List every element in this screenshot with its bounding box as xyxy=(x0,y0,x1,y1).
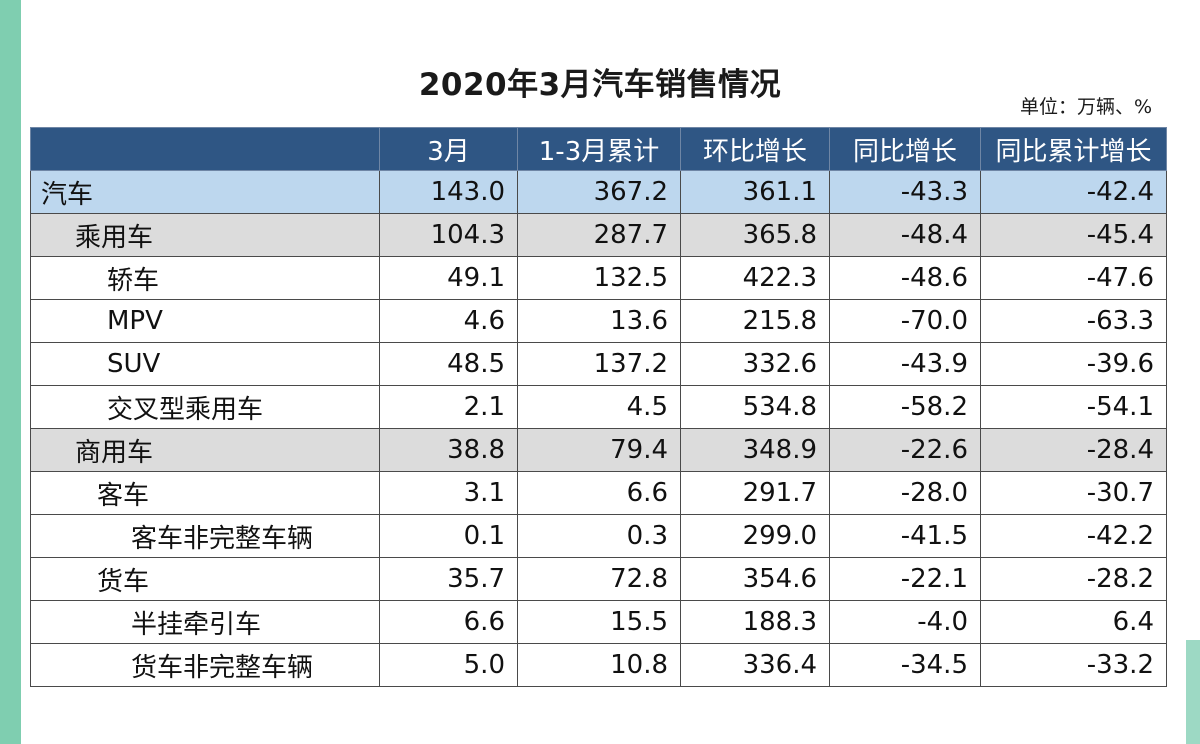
cell-march: 35.7 xyxy=(379,557,518,601)
cell-yoy-cumulative-growth: -28.2 xyxy=(980,557,1167,601)
cell-march: 5.0 xyxy=(379,643,518,687)
sales-table: 3月 1-3月累计 环比增长 同比增长 同比累计增长 汽车 143.0 367.… xyxy=(30,127,1167,687)
cell-yoy-growth: -28.0 xyxy=(829,471,981,515)
cell-mom-growth: 365.8 xyxy=(680,213,830,257)
row-label: 乘用车 xyxy=(30,213,380,257)
cell-yoy-growth: -43.3 xyxy=(829,170,981,214)
cell-yoy-cumulative-growth: -28.4 xyxy=(980,428,1167,472)
table-row: 客车 3.1 6.6 291.7 -28.0 -30.7 xyxy=(30,471,1167,515)
table-row: SUV 48.5 137.2 332.6 -43.9 -39.6 xyxy=(30,342,1167,386)
cell-q1-cumulative: 72.8 xyxy=(517,557,681,601)
cell-mom-growth: 336.4 xyxy=(680,643,830,687)
cell-q1-cumulative: 15.5 xyxy=(517,600,681,644)
cell-march: 3.1 xyxy=(379,471,518,515)
cell-q1-cumulative: 13.6 xyxy=(517,299,681,343)
cell-march: 2.1 xyxy=(379,385,518,429)
table-row: MPV 4.6 13.6 215.8 -70.0 -63.3 xyxy=(30,299,1167,343)
table-row: 货车 35.7 72.8 354.6 -22.1 -28.2 xyxy=(30,557,1167,601)
cell-yoy-cumulative-growth: -54.1 xyxy=(980,385,1167,429)
cell-mom-growth: 348.9 xyxy=(680,428,830,472)
cell-yoy-growth: -34.5 xyxy=(829,643,981,687)
row-label: 客车 xyxy=(30,471,380,515)
cell-march: 49.1 xyxy=(379,256,518,300)
table-row: 轿车 49.1 132.5 422.3 -48.6 -47.6 xyxy=(30,256,1167,300)
header-yoy-growth: 同比增长 xyxy=(829,127,981,171)
cell-q1-cumulative: 10.8 xyxy=(517,643,681,687)
cell-mom-growth: 534.8 xyxy=(680,385,830,429)
cell-march: 48.5 xyxy=(379,342,518,386)
cell-q1-cumulative: 4.5 xyxy=(517,385,681,429)
cell-yoy-cumulative-growth: -33.2 xyxy=(980,643,1167,687)
cell-mom-growth: 188.3 xyxy=(680,600,830,644)
cell-march: 143.0 xyxy=(379,170,518,214)
cell-yoy-growth: -70.0 xyxy=(829,299,981,343)
cell-yoy-growth: -22.6 xyxy=(829,428,981,472)
cell-yoy-cumulative-growth: -63.3 xyxy=(980,299,1167,343)
cell-yoy-cumulative-growth: -45.4 xyxy=(980,213,1167,257)
cell-q1-cumulative: 367.2 xyxy=(517,170,681,214)
cell-mom-growth: 354.6 xyxy=(680,557,830,601)
row-label: 汽车 xyxy=(30,170,380,214)
cell-yoy-cumulative-growth: -39.6 xyxy=(980,342,1167,386)
cell-march: 4.6 xyxy=(379,299,518,343)
row-label: 货车非完整车辆 xyxy=(30,643,380,687)
cell-q1-cumulative: 132.5 xyxy=(517,256,681,300)
unit-note: 单位：万辆、% xyxy=(1019,96,1152,118)
cell-yoy-growth: -48.4 xyxy=(829,213,981,257)
page-title: 2020年3月汽车销售情况 xyxy=(418,67,782,103)
row-label: 交叉型乘用车 xyxy=(30,385,380,429)
cell-yoy-cumulative-growth: -47.6 xyxy=(980,256,1167,300)
header-mom-growth: 环比增长 xyxy=(680,127,830,171)
table-row: 汽车 143.0 367.2 361.1 -43.3 -42.4 xyxy=(30,170,1167,214)
cell-yoy-cumulative-growth: 6.4 xyxy=(980,600,1167,644)
header-category xyxy=(30,127,380,171)
row-label: 客车非完整车辆 xyxy=(30,514,380,558)
row-label: MPV xyxy=(30,299,380,343)
cell-march: 38.8 xyxy=(379,428,518,472)
cell-march: 6.6 xyxy=(379,600,518,644)
cell-yoy-growth: -43.9 xyxy=(829,342,981,386)
table-row: 客车非完整车辆 0.1 0.3 299.0 -41.5 -42.2 xyxy=(30,514,1167,558)
left-decorative-edge xyxy=(0,0,21,744)
header-q1-cumulative: 1-3月累计 xyxy=(517,127,681,171)
table-header-row: 3月 1-3月累计 环比增长 同比增长 同比累计增长 xyxy=(30,127,1167,171)
cell-yoy-growth: -41.5 xyxy=(829,514,981,558)
cell-q1-cumulative: 79.4 xyxy=(517,428,681,472)
table-row: 交叉型乘用车 2.1 4.5 534.8 -58.2 -54.1 xyxy=(30,385,1167,429)
row-label: 商用车 xyxy=(30,428,380,472)
cell-mom-growth: 361.1 xyxy=(680,170,830,214)
cell-q1-cumulative: 137.2 xyxy=(517,342,681,386)
cell-march: 0.1 xyxy=(379,514,518,558)
row-label: 半挂牵引车 xyxy=(30,600,380,644)
cell-yoy-cumulative-growth: -42.4 xyxy=(980,170,1167,214)
cell-mom-growth: 215.8 xyxy=(680,299,830,343)
cell-mom-growth: 332.6 xyxy=(680,342,830,386)
header-yoy-cumulative-growth: 同比累计增长 xyxy=(980,127,1167,171)
cell-yoy-cumulative-growth: -30.7 xyxy=(980,471,1167,515)
cell-march: 104.3 xyxy=(379,213,518,257)
cell-q1-cumulative: 6.6 xyxy=(517,471,681,515)
right-decorative-edge xyxy=(1186,640,1200,744)
cell-yoy-growth: -22.1 xyxy=(829,557,981,601)
cell-yoy-growth: -58.2 xyxy=(829,385,981,429)
table-row: 乘用车 104.3 287.7 365.8 -48.4 -45.4 xyxy=(30,213,1167,257)
header-march: 3月 xyxy=(379,127,518,171)
cell-mom-growth: 291.7 xyxy=(680,471,830,515)
row-label: 轿车 xyxy=(30,256,380,300)
table-row: 货车非完整车辆 5.0 10.8 336.4 -34.5 -33.2 xyxy=(30,643,1167,687)
cell-yoy-growth: -4.0 xyxy=(829,600,981,644)
table-row: 半挂牵引车 6.6 15.5 188.3 -4.0 6.4 xyxy=(30,600,1167,644)
row-label: 货车 xyxy=(30,557,380,601)
cell-yoy-cumulative-growth: -42.2 xyxy=(980,514,1167,558)
cell-q1-cumulative: 0.3 xyxy=(517,514,681,558)
cell-mom-growth: 422.3 xyxy=(680,256,830,300)
cell-mom-growth: 299.0 xyxy=(680,514,830,558)
row-label: SUV xyxy=(30,342,380,386)
cell-q1-cumulative: 287.7 xyxy=(517,213,681,257)
table-row: 商用车 38.8 79.4 348.9 -22.6 -28.4 xyxy=(30,428,1167,472)
cell-yoy-growth: -48.6 xyxy=(829,256,981,300)
